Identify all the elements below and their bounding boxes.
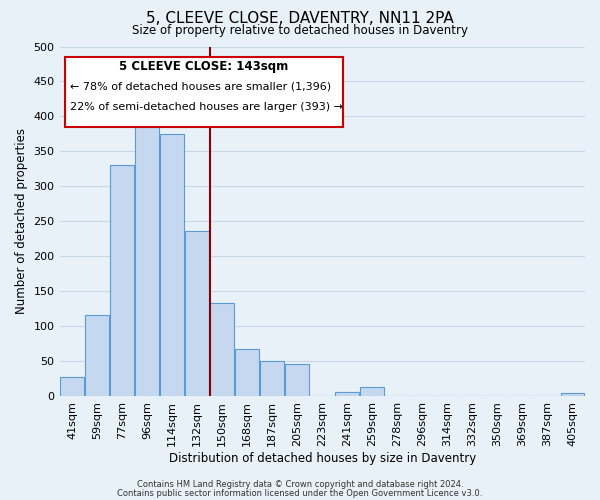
Bar [235,349,259,397]
Bar [260,362,284,396]
Y-axis label: Number of detached properties: Number of detached properties [15,128,28,314]
Bar [210,304,234,396]
Text: Contains HM Land Registry data © Crown copyright and database right 2024.: Contains HM Land Registry data © Crown c… [137,480,463,489]
Bar [135,127,159,396]
Bar [110,166,134,396]
Bar [160,134,184,396]
Bar [85,314,109,396]
FancyBboxPatch shape [65,57,343,127]
Bar [60,377,84,396]
Text: Contains public sector information licensed under the Open Government Licence v3: Contains public sector information licen… [118,488,482,498]
Text: 22% of semi-detached houses are larger (393) →: 22% of semi-detached houses are larger (… [70,102,343,113]
Bar [185,230,209,396]
Text: 5, CLEEVE CLOSE, DAVENTRY, NN11 2PA: 5, CLEEVE CLOSE, DAVENTRY, NN11 2PA [146,11,454,26]
Bar [335,392,359,396]
Text: 5 CLEEVE CLOSE: 143sqm: 5 CLEEVE CLOSE: 143sqm [119,60,289,74]
Bar [361,386,384,396]
Bar [560,393,584,396]
Bar [286,364,309,396]
Text: Size of property relative to detached houses in Daventry: Size of property relative to detached ho… [132,24,468,37]
X-axis label: Distribution of detached houses by size in Daventry: Distribution of detached houses by size … [169,452,476,465]
Text: ← 78% of detached houses are smaller (1,396): ← 78% of detached houses are smaller (1,… [70,82,331,92]
